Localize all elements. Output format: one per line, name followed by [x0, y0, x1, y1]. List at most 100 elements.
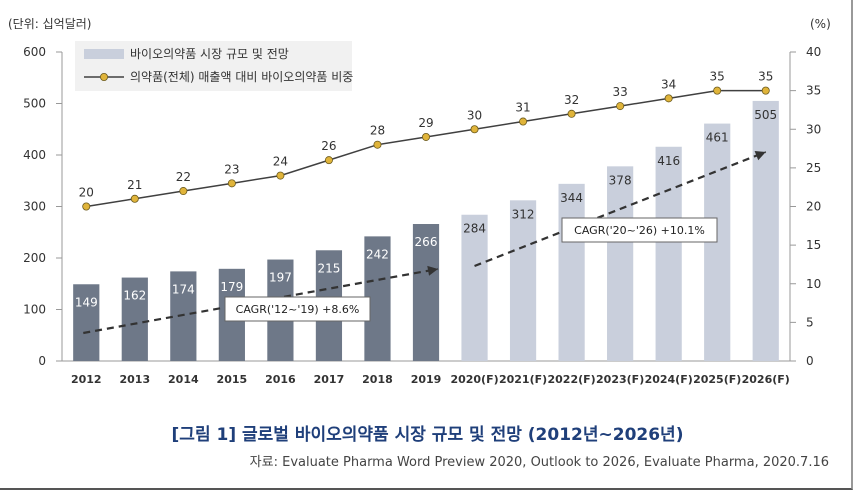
cagr-2020-2026-label: CAGR('20~'26) +10.1% — [574, 224, 705, 237]
x-tick-label: 2026(F) — [742, 373, 790, 386]
x-tick-label: 2012 — [71, 373, 102, 386]
line-point — [227, 179, 236, 188]
bar — [461, 214, 488, 361]
cagr-arrow-2012-2019-head — [427, 265, 438, 276]
figure-source: 자료: Evaluate Pharma Word Preview 2020, O… — [249, 455, 829, 470]
bar-value-label: 174 — [172, 282, 195, 296]
x-tick-label: 2013 — [119, 373, 150, 386]
cagr-2012-2019-label-box — [224, 296, 371, 322]
line-value-label: 28 — [370, 124, 385, 138]
legend-bar-swatch — [84, 49, 124, 59]
line-point — [324, 156, 333, 165]
line-point — [373, 140, 382, 149]
bar-value-label: 378 — [609, 173, 632, 187]
bar-value-label: 461 — [706, 131, 729, 145]
x-tick-label: 2025(F) — [693, 373, 741, 386]
x-tick-label: 2015 — [217, 373, 248, 386]
bar — [73, 284, 100, 361]
bar-value-label: 149 — [75, 295, 98, 309]
y-left-tick-label: 500 — [23, 97, 46, 111]
bar-value-label: 162 — [123, 289, 146, 303]
bar — [412, 224, 440, 361]
bar — [752, 100, 779, 362]
y-right-tick-label: 25 — [806, 161, 821, 175]
y-right-tick-label: 20 — [806, 200, 821, 214]
line-value-label: 23 — [224, 162, 239, 176]
line-point — [664, 94, 673, 103]
left-axis-label: (단위: 십억달러) — [8, 17, 91, 31]
y-right-tick-label: 30 — [806, 122, 821, 136]
line-point — [470, 125, 479, 134]
line-value-label: 35 — [710, 70, 725, 84]
line-value-label: 34 — [661, 77, 676, 91]
y-left-tick-label: 0 — [38, 354, 46, 368]
bar-value-label: 505 — [754, 108, 777, 122]
cagr-arrow-2020-2026 — [474, 150, 767, 268]
legend-line-marker — [100, 73, 109, 82]
line-point — [276, 171, 285, 180]
bar — [121, 277, 148, 361]
bar — [170, 271, 197, 361]
line-value-label: 24 — [273, 155, 288, 169]
x-tick-label: 2020(F) — [450, 373, 498, 386]
bar — [509, 200, 537, 361]
line-point — [761, 86, 770, 95]
y-right-tick-label: 40 — [806, 45, 821, 59]
cagr-2020-2026-label-box — [561, 217, 718, 243]
line-value-label: 31 — [515, 101, 530, 115]
line-value-label: 30 — [467, 108, 482, 122]
bar-value-label: 197 — [269, 271, 292, 285]
bar — [655, 146, 682, 361]
line-value-label: 32 — [564, 93, 579, 107]
line-value-label: 26 — [321, 139, 336, 153]
line-point — [421, 132, 430, 141]
line-point — [616, 102, 625, 111]
line-value-label: 21 — [127, 178, 142, 192]
bar — [558, 183, 585, 361]
y-left-tick-label: 200 — [23, 251, 46, 265]
legend-line-label: 의약품(전체) 매출액 대비 바이오의약품 비중 — [130, 69, 353, 84]
chart: (단위: 십억달러) (%) 0 100 200 300 400 500 600 0 5 10 15 20… — [8, 17, 831, 386]
x-tick-label: 2017 — [314, 373, 345, 386]
y-right-tick-label: 10 — [806, 277, 821, 291]
line-value-label: 33 — [612, 85, 627, 99]
x-tick-label: 2018 — [362, 373, 393, 386]
line-point — [519, 117, 528, 126]
line-value-label: 22 — [176, 170, 191, 184]
bar-value-label: 284 — [463, 222, 486, 236]
line-point — [567, 109, 576, 118]
cagr-2012-2019-label: CAGR('12~'19) +8.6% — [236, 303, 360, 316]
line-point — [82, 202, 91, 211]
figure-caption: [그림 1] 글로벌 바이오의약품 시장 규모 및 전망 (2012년~2026… — [171, 425, 684, 445]
line-point — [713, 86, 722, 95]
x-tick-label: 2022(F) — [548, 373, 596, 386]
x-tick-label: 2021(F) — [499, 373, 547, 386]
x-tick-label: 2014 — [168, 373, 199, 386]
y-right-tick-label: 5 — [806, 315, 814, 329]
x-tick-label: 2024(F) — [645, 373, 693, 386]
right-axis-label: (%) — [810, 17, 831, 31]
bar-value-label: 416 — [657, 154, 680, 168]
bar-value-label: 344 — [560, 191, 583, 205]
y-left-tick-label: 400 — [23, 148, 46, 162]
y-left-tick-label: 100 — [23, 303, 46, 317]
x-tick-label: 2023(F) — [596, 373, 644, 386]
cagr-arrow-2020-2026-head — [754, 150, 766, 161]
line-point — [179, 187, 188, 196]
y-left-tick-label: 600 — [23, 45, 46, 59]
y-right-tick-label: 35 — [806, 84, 821, 98]
bar-value-label: 242 — [366, 247, 389, 261]
legend-bar-label: 바이오의약품 시장 규모 및 전망 — [130, 46, 289, 61]
x-tick-label: 2016 — [265, 373, 296, 386]
bar-value-label: 266 — [415, 235, 438, 249]
bar-value-label: 179 — [220, 280, 243, 294]
line-value-label: 35 — [758, 70, 773, 84]
bar — [607, 166, 634, 361]
y-right-tick-label: 15 — [806, 238, 821, 252]
y-right-tick-label: 0 — [806, 354, 814, 368]
line-value-label: 20 — [79, 186, 94, 200]
x-tick-label: 2019 — [411, 373, 442, 386]
line-point — [130, 194, 139, 203]
line-value-label: 29 — [418, 116, 433, 130]
